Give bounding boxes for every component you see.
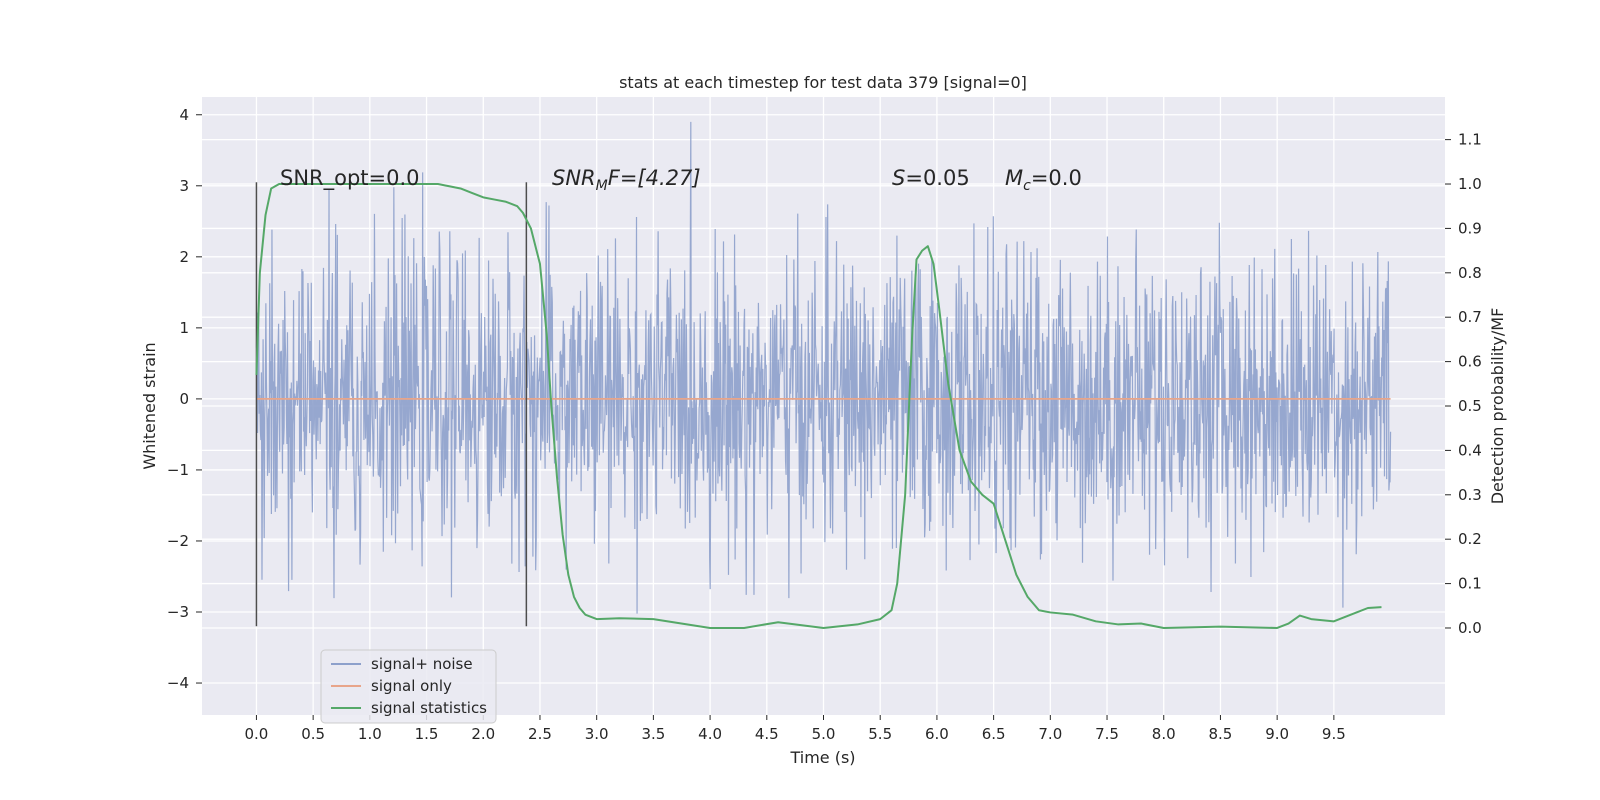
x-tick-label: 1.5 bbox=[415, 725, 439, 743]
signal-statistics-layer bbox=[255, 183, 1382, 629]
y-tick-label: −4 bbox=[167, 674, 189, 692]
x-tick-label: 1.0 bbox=[358, 725, 382, 743]
x-tick-label: 0.0 bbox=[245, 725, 269, 743]
x-tick-label: 5.5 bbox=[868, 725, 892, 743]
y-right-tick-label: 0.0 bbox=[1458, 619, 1482, 637]
y-right-axis-label: Detection probability/MF bbox=[1488, 308, 1507, 505]
x-tick-label: 3.5 bbox=[641, 725, 665, 743]
legend: signal+ noise signal only signal statist… bbox=[320, 649, 497, 724]
annotation-s: S=0.05 bbox=[892, 166, 970, 190]
y-tick-label: 3 bbox=[179, 177, 189, 195]
y-right-ticks: 1.1 1.0 0.9 0.8 0.7 0.6 0.5 0.4 0.3 0.2 0.1 0.0 bbox=[1445, 131, 1482, 637]
x-tick-label: 8.5 bbox=[1209, 725, 1233, 743]
x-tick-label: 2.0 bbox=[471, 725, 495, 743]
x-tick-label: 6.0 bbox=[925, 725, 949, 743]
annotation-mc: Mc=0.0 bbox=[1005, 166, 1082, 194]
legend-label-signal-only: signal only bbox=[371, 677, 452, 695]
y-right-tick-label: 0.9 bbox=[1458, 219, 1482, 237]
y-tick-label: −3 bbox=[167, 603, 189, 621]
chart-title: stats at each timestep for test data 379… bbox=[619, 73, 1027, 92]
x-tick-label: 9.5 bbox=[1322, 725, 1346, 743]
y-right-tick-label: 0.2 bbox=[1458, 530, 1482, 548]
x-tick-label: 7.0 bbox=[1038, 725, 1062, 743]
y-right-tick-label: 0.7 bbox=[1458, 308, 1482, 326]
x-tick-label: 9.0 bbox=[1265, 725, 1289, 743]
annotation-snr-opt: SNR_opt=0.0 bbox=[280, 166, 420, 191]
legend-label-signal-noise: signal+ noise bbox=[371, 655, 473, 673]
series-line-signal-noise bbox=[255, 121, 1392, 614]
x-tick-label: 2.5 bbox=[528, 725, 552, 743]
annotation-mc-label: M bbox=[1005, 166, 1023, 190]
y-right-tick-label: 1.1 bbox=[1458, 131, 1482, 149]
x-tick-label: 3.0 bbox=[585, 725, 609, 743]
series-line-signal-statistics bbox=[255, 183, 1382, 629]
x-tick-label: 8.0 bbox=[1152, 725, 1176, 743]
annotation-snr-mf-subscript: M bbox=[596, 178, 608, 194]
legend-label-signal-statistics: signal statistics bbox=[371, 699, 487, 717]
y-right-tick-label: 0.6 bbox=[1458, 353, 1482, 371]
annotation-mc-value: =0.0 bbox=[1031, 166, 1082, 190]
y-right-tick-label: 0.8 bbox=[1458, 264, 1482, 282]
noise-series-layer bbox=[255, 121, 1392, 614]
x-tick-label: 4.5 bbox=[755, 725, 779, 743]
y-right-tick-label: 0.3 bbox=[1458, 486, 1482, 504]
y-right-tick-label: 1.0 bbox=[1458, 175, 1482, 193]
annotation-snr-mf-main: SNR bbox=[552, 166, 596, 190]
y-tick-label: 2 bbox=[179, 248, 189, 266]
x-tick-label: 4.0 bbox=[698, 725, 722, 743]
y-tick-label: −2 bbox=[167, 532, 189, 550]
legend-box bbox=[320, 649, 497, 724]
y-right-tick-label: 0.4 bbox=[1458, 441, 1482, 459]
annotation-snr-mf: SNRMF=[4.27] bbox=[552, 166, 701, 194]
y-tick-label: 4 bbox=[179, 106, 189, 124]
annotation-s-value: =0.05 bbox=[905, 166, 969, 190]
y-tick-label: 1 bbox=[179, 319, 189, 337]
vertical-markers bbox=[255, 182, 528, 627]
annotation-snr-mf-value: F=[4.27] bbox=[608, 166, 701, 190]
y-axis-label: Whitened strain bbox=[140, 342, 159, 469]
x-tick-label: 7.5 bbox=[1095, 725, 1119, 743]
y-right-tick-label: 0.1 bbox=[1458, 575, 1482, 593]
x-tick-label: 0.5 bbox=[301, 725, 325, 743]
annotation-s-label: S bbox=[892, 166, 905, 190]
y-right-tick-label: 0.5 bbox=[1458, 397, 1482, 415]
x-axis-label: Time (s) bbox=[789, 748, 855, 767]
y-tick-label: 0 bbox=[179, 390, 189, 408]
x-tick-label: 5.0 bbox=[812, 725, 836, 743]
y-ticks: 4 3 2 1 0 −1 −2 −3 −4 bbox=[167, 106, 202, 692]
y-tick-label: −1 bbox=[167, 461, 189, 479]
x-ticks: 0.0 0.5 1.0 1.5 2.0 2.5 3.0 3.5 4.0 4.5 5.0 5.5 6.0 6… bbox=[245, 715, 1346, 743]
x-tick-label: 6.5 bbox=[982, 725, 1006, 743]
annotation-mc-subscript: c bbox=[1023, 178, 1031, 194]
